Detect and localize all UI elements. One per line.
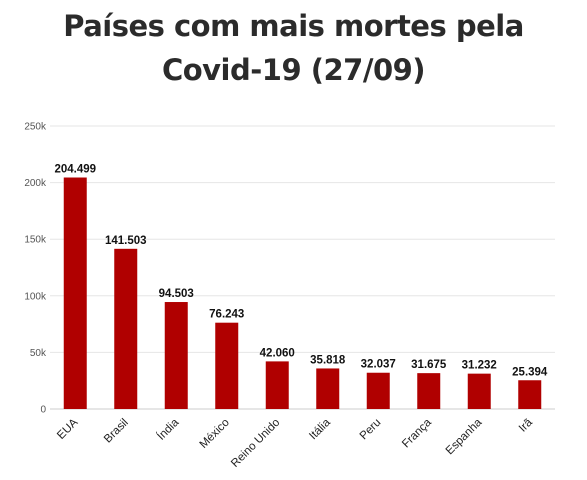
bar [164, 302, 188, 409]
bar [215, 322, 239, 409]
x-tick-label: Peru [358, 417, 384, 443]
y-axis-ticks: 0 50k 100k 150k 200k 250k [24, 122, 47, 416]
bar [467, 373, 491, 409]
y-tick-label: 200k [24, 178, 47, 189]
bar [366, 372, 390, 409]
x-tick-label: Brasil [102, 417, 131, 446]
y-tick-label: 50k [30, 348, 47, 359]
x-tick-label: Irã [517, 416, 535, 434]
y-tick-label: 250k [24, 122, 47, 133]
data-label: 31.232 [462, 360, 497, 372]
bar [316, 368, 340, 409]
data-label: 204.499 [54, 164, 96, 176]
x-tick-label: Itália [307, 416, 333, 442]
y-tick-label: 150k [24, 235, 47, 246]
bar [518, 380, 542, 409]
bar [417, 373, 441, 409]
bar [63, 177, 87, 409]
chart-title: Países com mais mortes pela Covid-19 (27… [0, 4, 587, 92]
data-label: 76.243 [209, 309, 244, 321]
bar [265, 361, 289, 409]
x-tick-label: Reino Unido [229, 417, 282, 470]
bars [63, 177, 542, 409]
data-label: 141.503 [105, 235, 147, 247]
x-tick-label: México [198, 417, 232, 451]
data-label: 31.675 [411, 359, 447, 371]
data-labels: 204.499 141.503 94.503 76.243 42.060 35.818 32… [54, 164, 547, 379]
x-tick-label: Espanha [444, 416, 485, 457]
x-tick-label: EUA [55, 416, 80, 441]
bar [114, 248, 138, 409]
data-label: 25.394 [512, 366, 548, 378]
data-label: 42.060 [260, 347, 295, 359]
x-tick-label: França [400, 416, 434, 450]
chart-title-line-1: Países com mais mortes pela [63, 9, 524, 43]
y-tick-label: 100k [24, 291, 47, 302]
x-tick-label: Índia [155, 416, 182, 443]
data-label: 94.503 [159, 288, 194, 300]
data-label: 32.037 [361, 359, 396, 371]
chart-title-line-2: Covid-19 (27/09) [161, 53, 426, 87]
y-tick-label: 0 [40, 405, 46, 416]
data-label: 35.818 [310, 354, 346, 366]
